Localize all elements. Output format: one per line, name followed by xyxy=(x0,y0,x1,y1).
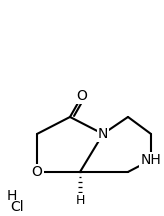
Text: H: H xyxy=(7,189,17,203)
Text: O: O xyxy=(32,165,42,179)
Text: H: H xyxy=(75,194,85,207)
Text: Cl: Cl xyxy=(10,200,24,214)
Text: O: O xyxy=(77,89,87,103)
Text: NH: NH xyxy=(141,153,161,167)
Text: N: N xyxy=(98,127,108,141)
